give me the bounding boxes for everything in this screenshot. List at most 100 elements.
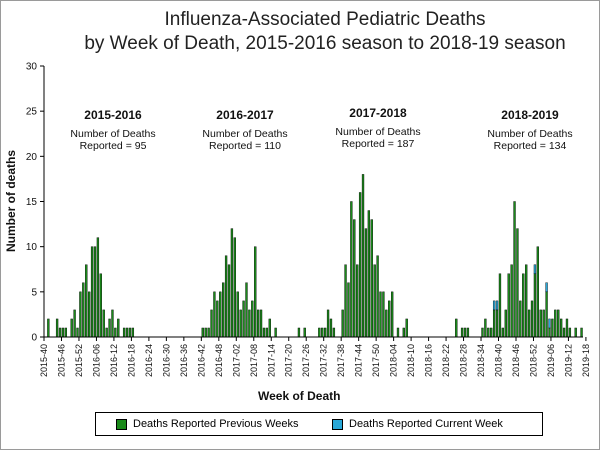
bar-previous-week-178 bbox=[562, 327, 566, 338]
season-name: 2017-2018 bbox=[349, 106, 407, 120]
bar-previous-week-164 bbox=[522, 273, 525, 338]
bar-previous-week-184 bbox=[580, 327, 583, 338]
legend-swatch-current bbox=[332, 418, 343, 430]
bar-previous-week-160 bbox=[510, 264, 513, 338]
season-note: Number of Deaths bbox=[202, 128, 288, 140]
bar-previous-week-60 bbox=[219, 291, 222, 338]
x-tick-label: 2017-32 bbox=[319, 344, 329, 377]
x-tick-label: 2015-40 bbox=[39, 344, 49, 377]
season-count: Reported = 95 bbox=[79, 140, 147, 152]
bar-previous-week-166 bbox=[527, 309, 531, 338]
x-tick-label: 2017-50 bbox=[371, 344, 381, 377]
x-tick-label: 2018-46 bbox=[511, 344, 521, 377]
bar-previous-week-153 bbox=[490, 327, 493, 338]
season-count: Reported = 187 bbox=[341, 138, 415, 150]
bar-previous-week-1 bbox=[47, 318, 50, 338]
bar-current-week-154 bbox=[492, 300, 496, 311]
bar-previous-week-170 bbox=[539, 309, 542, 338]
bar-previous-week-157 bbox=[501, 327, 505, 338]
bar-current-week-155 bbox=[495, 300, 499, 311]
bar-previous-week-64 bbox=[230, 228, 234, 338]
x-tick-label: 2016-30 bbox=[161, 344, 171, 377]
bar-previous-week-9 bbox=[70, 318, 73, 338]
chart-title-line1: Influenza-Associated Pediatric Deaths bbox=[164, 9, 486, 30]
bar-previous-week-174 bbox=[551, 318, 554, 338]
bar-previous-week-71 bbox=[251, 300, 254, 338]
bar-previous-week-75 bbox=[262, 327, 266, 338]
x-tick-label: 2017-20 bbox=[284, 344, 294, 377]
bar-previous-week-21 bbox=[105, 327, 108, 338]
x-tick-label: 2018-04 bbox=[389, 344, 399, 377]
x-tick-label: 2018-16 bbox=[424, 344, 434, 377]
bar-previous-week-180 bbox=[568, 327, 572, 338]
y-tick-label: 25 bbox=[26, 107, 38, 118]
bar-previous-week-124 bbox=[405, 318, 408, 338]
bar-previous-week-22 bbox=[108, 318, 111, 338]
x-tick-label: 2016-42 bbox=[196, 344, 206, 377]
bar-previous-week-62 bbox=[224, 255, 228, 338]
x-tick-label: 2015-46 bbox=[56, 344, 66, 377]
y-tick-label: 15 bbox=[26, 197, 38, 208]
bar-previous-week-12 bbox=[79, 291, 82, 338]
bar-previous-week-118 bbox=[388, 300, 391, 338]
x-tick-label: 2019-12 bbox=[563, 344, 573, 377]
bar-previous-week-68 bbox=[242, 300, 245, 338]
bar-previous-week-167 bbox=[530, 300, 534, 338]
bar-previous-week-14 bbox=[85, 264, 88, 338]
bar-previous-week-151 bbox=[484, 318, 487, 338]
bar-previous-week-104 bbox=[347, 282, 350, 338]
bar-previous-week-94 bbox=[318, 327, 321, 338]
legend: Deaths Reported Previous Weeks Deaths Re… bbox=[95, 412, 543, 436]
x-tick-label: 2016-12 bbox=[109, 344, 119, 377]
bar-previous-week-179 bbox=[565, 318, 569, 338]
bar-previous-week-16 bbox=[90, 246, 94, 338]
season-count: Reported = 110 bbox=[209, 140, 281, 152]
x-tick-label: 2017-44 bbox=[354, 344, 364, 377]
bar-previous-week-176 bbox=[557, 309, 560, 338]
bar-previous-week-77 bbox=[268, 318, 271, 338]
y-tick-label: 20 bbox=[26, 152, 38, 163]
bar-previous-week-168 bbox=[533, 273, 537, 338]
bar-previous-week-102 bbox=[341, 309, 344, 338]
bar-previous-week-173 bbox=[548, 327, 551, 338]
season-annotation-2016-2017: 2016-2017 Number of Deaths Reported = 11… bbox=[175, 108, 315, 152]
bar-previous-week-171 bbox=[542, 309, 545, 338]
legend-swatch-previous bbox=[116, 418, 127, 430]
bar-previous-week-114 bbox=[376, 255, 379, 338]
season-annotation-2015-2016: 2015-2016 Number of Deaths Reported = 95 bbox=[43, 108, 183, 152]
bar-previous-week-112 bbox=[370, 219, 373, 338]
x-tick-label: 2015-52 bbox=[74, 344, 84, 377]
legend-label-previous: Deaths Reported Previous Weeks bbox=[133, 418, 299, 430]
y-tick-label: 5 bbox=[31, 287, 37, 298]
bar-previous-week-161 bbox=[513, 201, 516, 338]
bar-previous-week-5 bbox=[58, 327, 62, 338]
bar-previous-week-95 bbox=[321, 327, 324, 338]
bar-previous-week-29 bbox=[128, 327, 132, 338]
bar-previous-week-18 bbox=[96, 237, 100, 338]
x-tick-label: 2018-22 bbox=[441, 344, 451, 377]
bar-previous-week-98 bbox=[329, 318, 333, 338]
bar-previous-week-15 bbox=[87, 291, 91, 338]
bar-previous-week-165 bbox=[525, 264, 528, 338]
bar-previous-week-67 bbox=[239, 309, 242, 338]
x-tick-label: 2018-10 bbox=[406, 344, 416, 377]
bar-previous-week-117 bbox=[385, 309, 388, 338]
bar-previous-week-172 bbox=[545, 291, 548, 338]
x-tick-label: 2017-02 bbox=[231, 344, 241, 377]
legend-item-current-week: Deaths Reported Current Week bbox=[332, 418, 503, 430]
bar-previous-week-25 bbox=[117, 318, 120, 338]
bar-previous-week-89 bbox=[303, 327, 306, 338]
bar-previous-week-103 bbox=[344, 264, 347, 338]
bar-previous-week-156 bbox=[498, 273, 502, 338]
season-annotation-2017-2018: 2017-2018 Number of Deaths Reported = 18… bbox=[308, 106, 448, 150]
bar-previous-week-113 bbox=[373, 264, 376, 338]
bar-previous-week-19 bbox=[99, 273, 102, 338]
bar-previous-week-123 bbox=[402, 327, 405, 338]
y-axis-title: Number of deaths bbox=[4, 149, 18, 252]
bar-previous-week-58 bbox=[213, 291, 216, 338]
bar-previous-week-76 bbox=[265, 327, 269, 338]
bar-current-week-173 bbox=[548, 318, 551, 329]
season-name: 2015-2016 bbox=[84, 108, 142, 122]
bar-previous-week-121 bbox=[396, 327, 400, 338]
